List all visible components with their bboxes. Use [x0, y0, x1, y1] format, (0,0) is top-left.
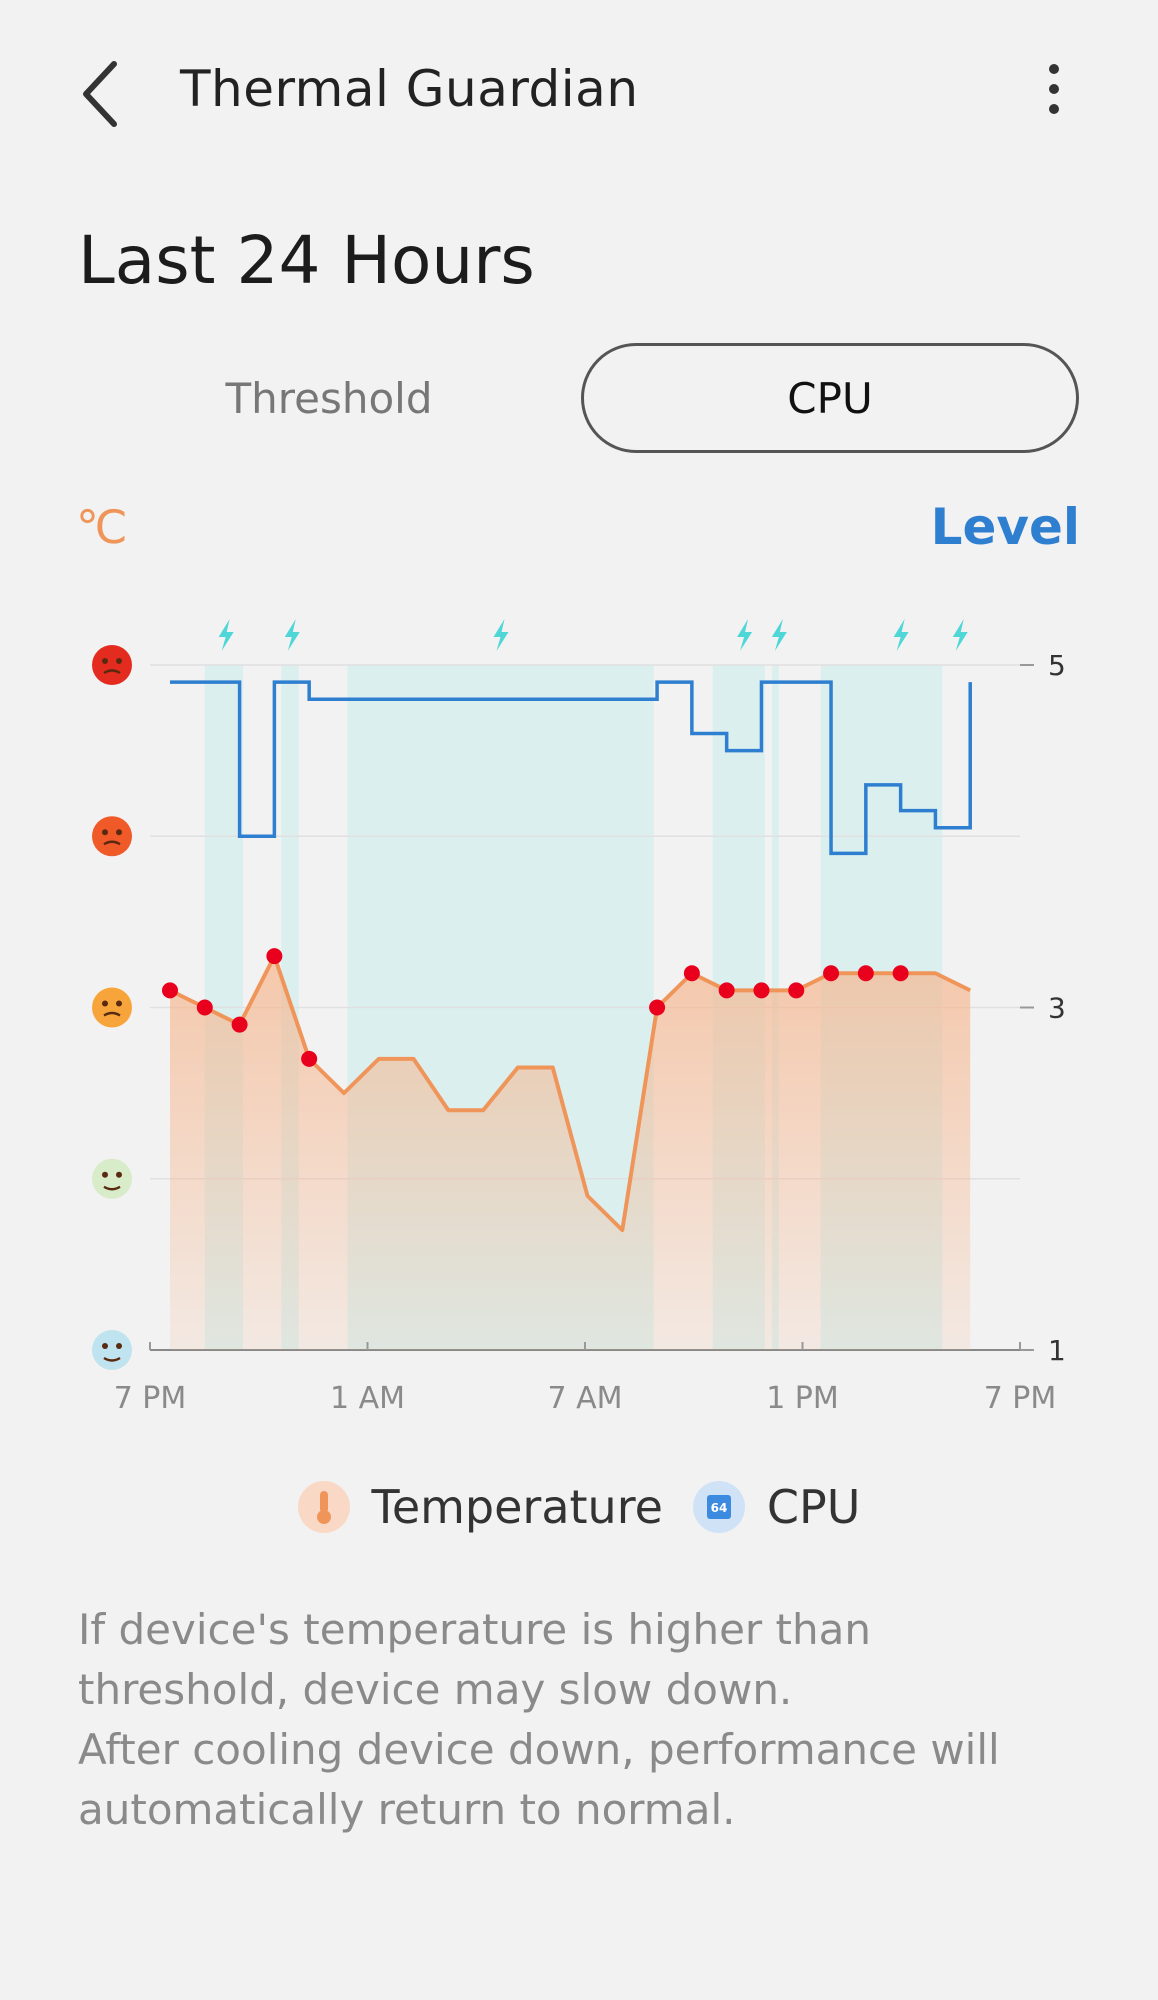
temperature-axis-unit: ℃: [76, 500, 128, 554]
page-title: Last 24 Hours: [78, 222, 535, 299]
tab-threshold[interactable]: Threshold: [80, 343, 578, 453]
top-bar: Thermal Guardian: [0, 0, 1158, 190]
tab-cpu-label: CPU: [787, 373, 873, 423]
cpu-chip-icon: 64: [692, 1481, 745, 1533]
temperature-point: [892, 965, 909, 982]
sweaty-face-icon: [92, 987, 132, 1028]
temperature-point: [683, 965, 700, 982]
dizzy-face-icon: [92, 645, 132, 685]
info-note-line-1: If device's temperature is higher than t…: [78, 1605, 871, 1714]
lightning-icon: [771, 619, 787, 651]
app-title: Thermal Guardian: [180, 60, 639, 118]
legend-temperature: Temperature: [297, 1480, 663, 1534]
x-tick-label: 1 AM: [330, 1381, 405, 1416]
tab-threshold-label: Threshold: [225, 373, 433, 423]
legend-temperature-label: Temperature: [371, 1480, 663, 1534]
temperature-point: [788, 982, 805, 999]
temperature-point: [857, 965, 874, 982]
temperature-point: [196, 999, 213, 1016]
temperature-point: [301, 1050, 318, 1067]
temperature-cpu-chart: 5 3 1 7 PM 1 AM 7 AM 1 PM 7 PM: [92, 619, 1066, 1416]
temperature-point: [649, 999, 666, 1016]
lightning-icon: [737, 619, 753, 651]
more-vertical-icon: [1030, 64, 1078, 114]
info-note-line-2: After cooling device down, performance w…: [78, 1725, 1000, 1834]
cpu-line: [170, 680, 972, 856]
legend-cpu: 64 CPU: [692, 1480, 861, 1534]
hot-face-icon: [92, 816, 132, 857]
temperature-point: [718, 982, 735, 999]
right-tick-label: 1: [1048, 1334, 1066, 1367]
level-axis-unit: Level: [930, 498, 1080, 556]
back-button[interactable]: [72, 56, 132, 132]
x-tick-label: 7 AM: [547, 1381, 622, 1416]
temperature-area: [170, 956, 971, 1350]
right-tick-label: 5: [1048, 649, 1066, 682]
lightning-icon: [284, 619, 300, 651]
cold-face-icon: [92, 1330, 132, 1370]
x-tick-label: 7 PM: [114, 1381, 187, 1416]
x-tick-label: 7 PM: [984, 1381, 1057, 1416]
temperature-point: [823, 965, 840, 982]
chart-legend: Temperature 64 CPU: [0, 1480, 1158, 1534]
right-tick-label: 3: [1048, 992, 1066, 1025]
cpu-chip-icon-text: 64: [711, 1501, 728, 1515]
thermometer-icon: [297, 1481, 350, 1533]
temperature-point: [266, 948, 283, 965]
lightning-icon: [952, 619, 968, 651]
info-note: If device's temperature is higher than t…: [78, 1600, 1088, 1840]
lightning-icon: [218, 619, 234, 651]
x-tick-label: 1 PM: [766, 1381, 839, 1416]
tab-cpu[interactable]: CPU: [581, 343, 1079, 453]
temperature-point: [162, 982, 178, 999]
more-options-button[interactable]: [1030, 58, 1078, 128]
lightning-icon: [893, 619, 909, 651]
legend-cpu-label: CPU: [766, 1480, 861, 1534]
lightning-icon: [493, 619, 509, 651]
temperature-point: [231, 1016, 248, 1033]
chevron-left-icon: [83, 61, 117, 127]
temperature-point: [753, 982, 770, 999]
happy-face-icon: [92, 1158, 132, 1199]
